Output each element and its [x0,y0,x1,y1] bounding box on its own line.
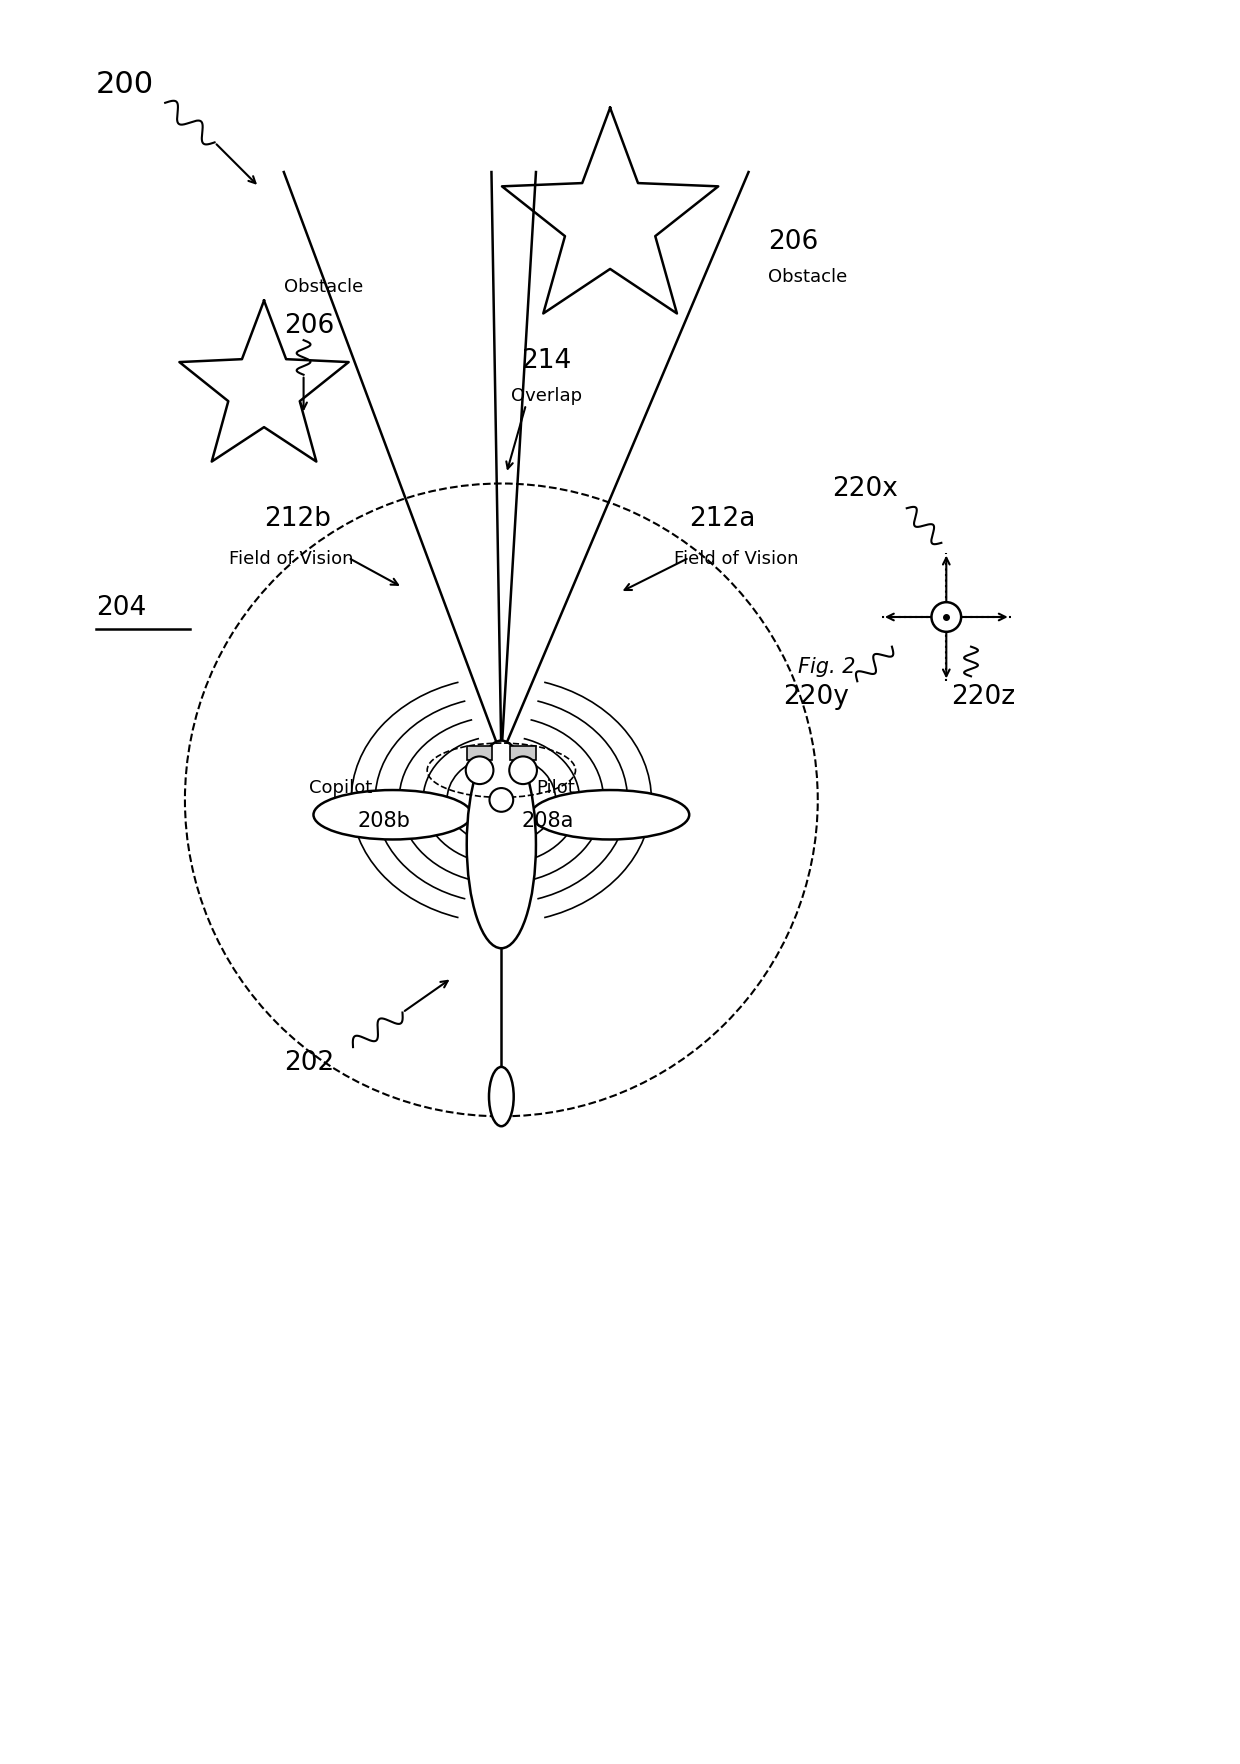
Text: 206: 206 [769,229,818,256]
Text: 220z: 220z [951,684,1016,709]
Text: 206: 206 [284,314,334,339]
Text: 220x: 220x [832,476,899,503]
Text: Overlap: Overlap [511,386,583,404]
Bar [466,746,492,760]
Circle shape [490,789,513,813]
Circle shape [931,603,961,633]
Text: Copilot: Copilot [309,778,372,797]
Circle shape [466,757,494,785]
Text: Field of Vision: Field of Vision [229,549,353,568]
Text: 200: 200 [95,69,154,99]
Text: Fig. 2: Fig. 2 [799,656,856,677]
Text: 202: 202 [284,1050,334,1076]
Circle shape [510,757,537,785]
Text: Obstacle: Obstacle [284,277,363,296]
Ellipse shape [314,790,471,840]
Text: 208b: 208b [358,810,410,831]
Text: 214: 214 [521,348,572,374]
Polygon shape [180,302,348,462]
Text: Pilot: Pilot [536,778,574,797]
Text: 212b: 212b [264,506,331,531]
Ellipse shape [531,790,689,840]
Text: 204: 204 [95,594,146,621]
Ellipse shape [489,1067,513,1127]
Ellipse shape [466,741,536,949]
Text: 220y: 220y [784,684,849,709]
Text: 212a: 212a [689,506,755,531]
Text: Obstacle: Obstacle [769,268,848,286]
Text: 208a: 208a [521,810,573,831]
Bar [510,746,536,760]
Polygon shape [502,109,718,314]
Text: Field of Vision: Field of Vision [675,549,799,568]
